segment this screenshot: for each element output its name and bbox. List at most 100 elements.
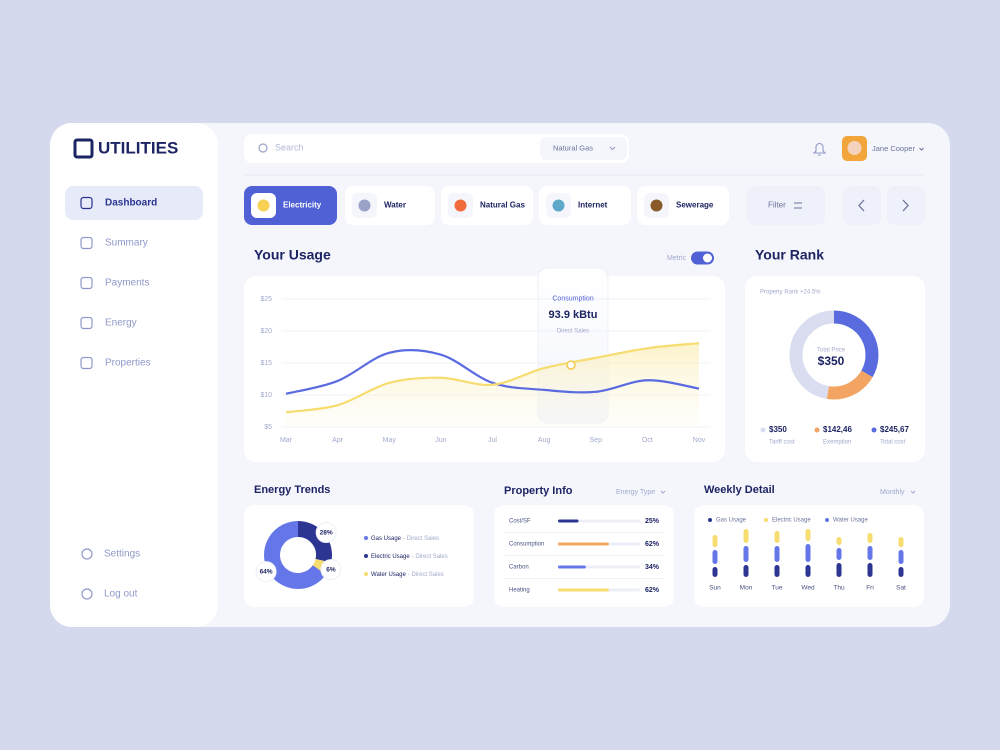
line [285, 342, 700, 414]
legend-label: Water Usage [833, 518, 868, 524]
tab-label: Natural Gas [480, 201, 525, 210]
legend-dot [364, 572, 368, 576]
bar-segment [836, 548, 842, 560]
legend-value: $245,67 [880, 425, 909, 434]
x-tick-label: Sep [590, 437, 603, 444]
usage-chart: $25 $20 $15 $10 $5 Mar Apr May Jun Jul Aug Sep Oct No… [260, 296, 710, 444]
percent-label: 6% [326, 566, 336, 573]
percent-bubble [255, 561, 277, 583]
nav-icon [81, 548, 93, 560]
x-tick-label: Jul [488, 437, 497, 444]
logo-icon [73, 138, 94, 159]
search-icon [258, 143, 268, 153]
nav-item[interactable]: Energy [105, 318, 137, 329]
legend-dot [364, 536, 368, 540]
bell-icon[interactable] [812, 142, 827, 156]
filter-icon [794, 202, 802, 209]
chevron [660, 490, 666, 494]
nav-item[interactable]: Payments [105, 278, 149, 289]
search-dropdown[interactable] [540, 137, 627, 160]
tooltip-title: Consumption [552, 295, 593, 302]
user-name[interactable]: Jane Cooper [872, 144, 915, 153]
bar-value: 62% [645, 587, 660, 594]
legend-label: Electric Usage [371, 554, 410, 560]
nav-item[interactable]: Settings [104, 549, 140, 560]
bar-segment [805, 544, 811, 562]
legend-dot [825, 518, 829, 522]
x-tick-label: Tue [772, 585, 783, 592]
bar-segment [743, 565, 749, 577]
center-label: Total Price [817, 348, 846, 354]
section-title: Your Rank [755, 247, 824, 263]
row-label: Consumption [509, 542, 544, 548]
nav-icon [80, 196, 93, 210]
legend-value: $142,46 [823, 425, 852, 434]
bar-segment [774, 565, 780, 577]
tab-label: Sewerage [676, 201, 714, 210]
percent-label: 28% [320, 529, 333, 536]
legend-dot [708, 518, 712, 522]
menu[interactable]: Monthly [880, 489, 905, 496]
bar-segment [805, 529, 811, 541]
tab-icon [650, 199, 663, 212]
x-tick-label: Nov [693, 437, 706, 444]
center-value: $350 [818, 354, 845, 368]
donut-center [806, 331, 856, 381]
nav-item[interactable]: Properties [105, 358, 151, 369]
toggle-label: Metric [667, 255, 687, 262]
donut-segment [789, 310, 835, 399]
weekly-chart: Gas Usage Electric Usage Water Usage Sun Mon… [708, 518, 906, 592]
next-button[interactable] [887, 186, 925, 225]
nav-item[interactable]: Log out [104, 589, 138, 600]
nav-icon [80, 316, 93, 330]
x-tick-label: Mar [280, 437, 293, 444]
legend-label: Tariff cost [769, 440, 795, 446]
x-tick-label: Sun [709, 585, 721, 592]
bar-segment [898, 567, 904, 577]
search-placeholder: Search [275, 142, 304, 152]
legend-note: - Direct Sales [408, 572, 444, 578]
bar-segment [836, 537, 842, 545]
bar-segment [743, 529, 749, 543]
legend-value: $350 [769, 425, 787, 434]
filter-label: Filter [768, 201, 786, 210]
y-tick-label: $25 [260, 296, 272, 303]
bar-track [558, 519, 640, 523]
chevron [910, 490, 916, 494]
nav-item[interactable]: Summary [105, 238, 148, 249]
brand: UTILITIES [98, 138, 178, 157]
nav: Dashboard Summary Payments Energy Properties… [80, 196, 157, 600]
bar-segment [712, 550, 718, 564]
nav-item[interactable]: Dashboard [105, 198, 157, 209]
filter-button[interactable] [747, 186, 825, 225]
nav-active-bg [65, 186, 203, 220]
bar-segment [805, 565, 811, 577]
bar-segment [867, 546, 873, 560]
menu[interactable]: Energy Type [616, 489, 655, 496]
legend-entry: Water Usage - Direct Sales [371, 572, 444, 578]
tab-label: Electricity [283, 201, 322, 210]
bar-segment [743, 546, 749, 562]
nav-icon [80, 276, 93, 290]
rank-subtitle: Property Rank +24.5% [760, 290, 821, 296]
search-bar[interactable] [244, 134, 629, 163]
legend-entry: Electric Usage - Direct Sales [371, 554, 448, 560]
y-tick-label: $5 [264, 424, 272, 431]
row-label: Cost/SF [509, 519, 531, 525]
bar-segment [867, 563, 873, 577]
legend-label: Water Usage [371, 572, 406, 578]
bar [558, 519, 579, 523]
bar-value: 25% [645, 518, 660, 525]
percent-label: 64% [260, 568, 273, 575]
donut-segment [826, 370, 873, 400]
legend-note: - Direct Sales [412, 554, 448, 560]
bar-segment [898, 550, 904, 564]
bar-segment [774, 531, 780, 543]
percent-bubble [315, 522, 337, 544]
prev-button[interactable] [843, 186, 881, 225]
y-tick-label: $10 [260, 392, 272, 399]
legend-dot [760, 427, 766, 433]
property-chart: Cost/SF 25% Consumption 62% Carbon 34% Heating… [504, 518, 664, 594]
tooltip-subtitle: Direct Sales [557, 329, 589, 335]
tooltip-point [566, 360, 576, 370]
